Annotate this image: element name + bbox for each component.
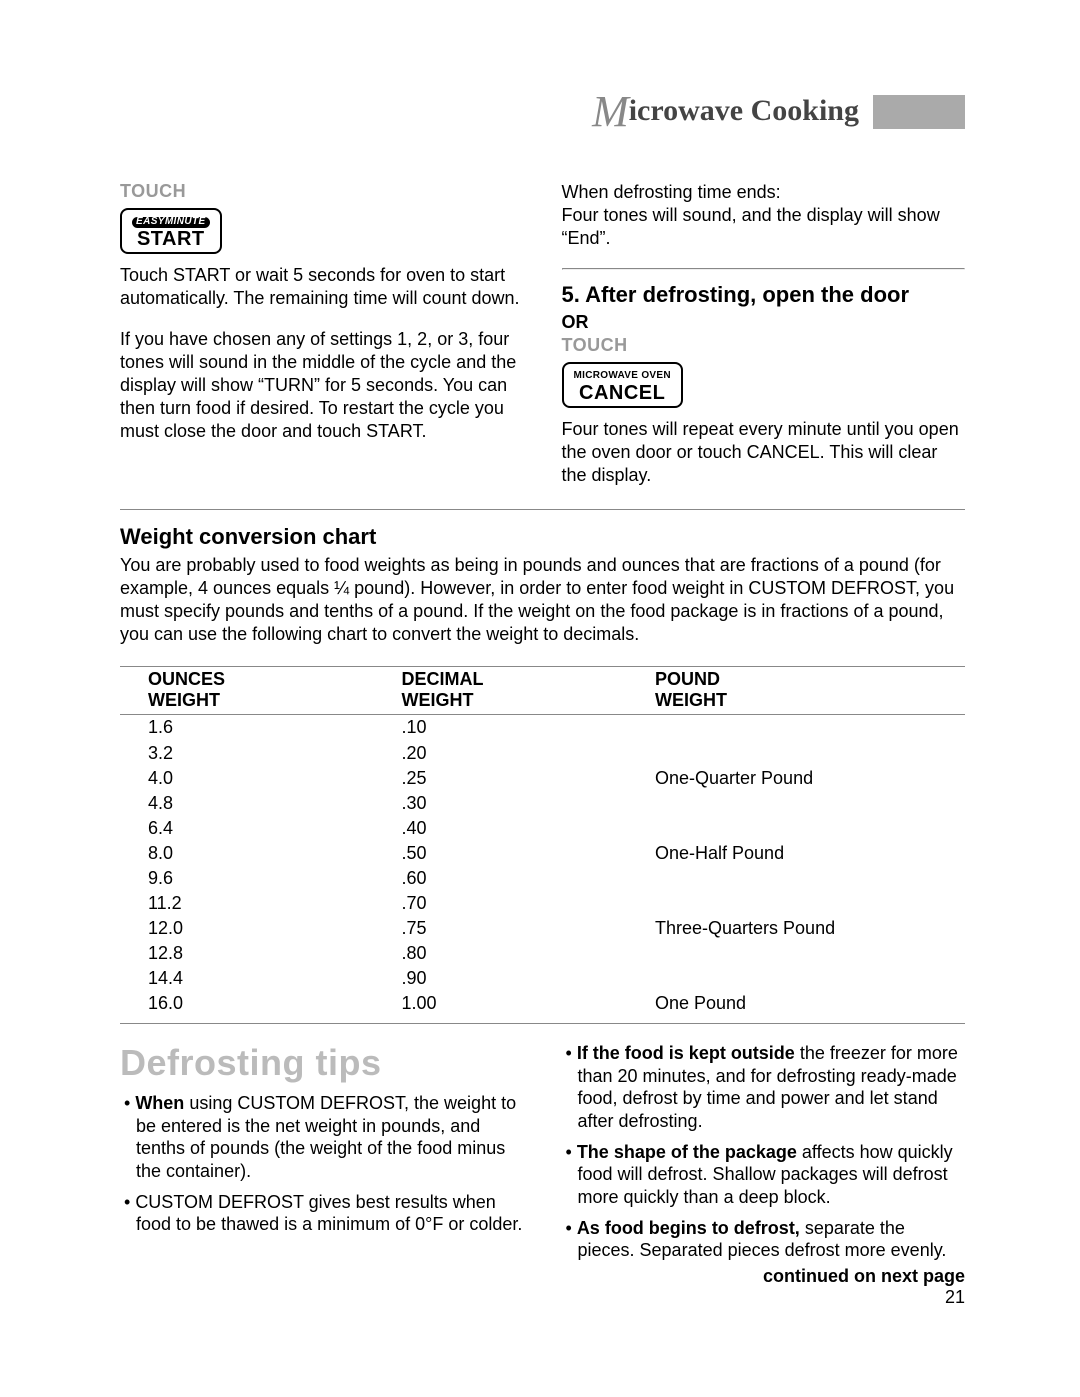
table-cell: 9.6 (120, 866, 374, 891)
table-cell: .10 (374, 715, 628, 741)
table-cell (627, 966, 965, 991)
cancel-button[interactable]: MICROWAVE OVEN CANCEL (562, 362, 683, 408)
table-row: 1.6.10 (120, 715, 965, 741)
defrosting-tips-heading: Defrosting tips (120, 1042, 524, 1084)
table-cell: One-Half Pound (627, 841, 965, 866)
page-header: Microwave Cooking (120, 86, 965, 137)
table-cell: One-Quarter Pound (627, 766, 965, 791)
cancel-button-top: MICROWAVE OVEN (574, 370, 671, 381)
table-cell: 6.4 (120, 816, 374, 841)
table-cell: Three-Quarters Pound (627, 916, 965, 941)
header-title-rest: icrowave Cooking (629, 94, 859, 127)
table-cell: 4.0 (120, 766, 374, 791)
table-row: 9.6.60 (120, 866, 965, 891)
table-cell: .20 (374, 741, 628, 766)
tips-two-column: Defrosting tips When using CUSTOM DEFROS… (120, 1030, 965, 1308)
table-cell: 4.8 (120, 791, 374, 816)
th-pound: POUND WEIGHT (627, 667, 965, 715)
table-cell (627, 741, 965, 766)
table-header-row: OUNCES WEIGHT DECIMAL WEIGHT POUND WEIGH… (120, 667, 965, 715)
start-button[interactable]: EASYMINUTE START (120, 208, 222, 254)
conversion-table: OUNCES WEIGHT DECIMAL WEIGHT POUND WEIGH… (120, 666, 965, 1021)
table-cell: 16.0 (120, 991, 374, 1021)
table-cell: 1.6 (120, 715, 374, 741)
list-item: CUSTOM DEFROST gives best results when f… (120, 1191, 524, 1236)
table-cell (627, 941, 965, 966)
table-cell: 3.2 (120, 741, 374, 766)
table-cell (627, 715, 965, 741)
left-para-1: Touch START or wait 5 seconds for oven t… (120, 264, 524, 310)
table-row: 14.4.90 (120, 966, 965, 991)
left-column: TOUCH EASYMINUTE START Touch START or wa… (120, 181, 524, 487)
table-cell (627, 866, 965, 891)
table-cell (627, 791, 965, 816)
table-cell: 11.2 (120, 891, 374, 916)
table-row: 12.8.80 (120, 941, 965, 966)
page-number: 21 (562, 1287, 966, 1308)
list-item: If the food is kept outside the freezer … (562, 1042, 966, 1133)
table-cell: 8.0 (120, 841, 374, 866)
or-label: OR (562, 312, 966, 333)
table-row: 8.0.50One-Half Pound (120, 841, 965, 866)
table-row: 4.8.30 (120, 791, 965, 816)
tips-left-col: Defrosting tips When using CUSTOM DEFROS… (120, 1030, 524, 1308)
table-cell: .80 (374, 941, 628, 966)
table-row: 3.2.20 (120, 741, 965, 766)
rule-before-conversion (120, 509, 965, 510)
header-title: Microwave Cooking (592, 86, 859, 137)
table-cell: .90 (374, 966, 628, 991)
table-cell: .75 (374, 916, 628, 941)
table-row: 11.2.70 (120, 891, 965, 916)
table-cell: .40 (374, 816, 628, 841)
table-cell: .70 (374, 891, 628, 916)
start-button-main: START (137, 228, 205, 250)
conversion-intro: You are probably used to food weights as… (120, 554, 965, 646)
touch-label-right: TOUCH (562, 335, 966, 356)
step-5-heading: 5. After defrosting, open the door (562, 282, 966, 308)
table-cell: .60 (374, 866, 628, 891)
start-button-top: EASYMINUTE (132, 217, 210, 228)
table-row: 4.0.25One-Quarter Pound (120, 766, 965, 791)
list-item: As food begins to defrost, separate the … (562, 1217, 966, 1262)
table-cell: .50 (374, 841, 628, 866)
table-cell: .25 (374, 766, 628, 791)
table-row: 6.4.40 (120, 816, 965, 841)
header-logo-badge (873, 95, 965, 129)
conversion-heading: Weight conversion chart (120, 524, 965, 550)
table-row: 16.01.00One Pound (120, 991, 965, 1021)
th-ounces: OUNCES WEIGHT (120, 667, 374, 715)
table-cell: 14.4 (120, 966, 374, 991)
table-row: 12.0.75Three-Quarters Pound (120, 916, 965, 941)
continued-label: continued on next page (562, 1266, 966, 1287)
table-cell (627, 816, 965, 841)
list-item: When using CUSTOM DEFROST, the weight to… (120, 1092, 524, 1183)
list-item: The shape of the package affects how qui… (562, 1141, 966, 1209)
table-cell: 12.8 (120, 941, 374, 966)
right-column-rule (562, 268, 966, 270)
th-decimal: DECIMAL WEIGHT (374, 667, 628, 715)
header-title-m: M (592, 86, 629, 137)
tips-list-left: When using CUSTOM DEFROST, the weight to… (120, 1092, 524, 1236)
tips-list-right: If the food is kept outside the freezer … (562, 1042, 966, 1262)
table-bottom-rule (120, 1023, 965, 1024)
left-para-2: If you have chosen any of settings 1, 2,… (120, 328, 524, 443)
page: Microwave Cooking TOUCH EASYMINUTE START… (0, 0, 1080, 1348)
upper-two-column: TOUCH EASYMINUTE START Touch START or wa… (120, 181, 965, 487)
table-cell: One Pound (627, 991, 965, 1021)
right-column: When defrosting time ends: Four tones wi… (562, 181, 966, 487)
tips-right-col: If the food is kept outside the freezer … (562, 1030, 966, 1308)
right-para-top: When defrosting time ends: Four tones wi… (562, 181, 966, 250)
table-cell: .30 (374, 791, 628, 816)
right-para-bottom: Four tones will repeat every minute unti… (562, 418, 966, 487)
table-cell: 12.0 (120, 916, 374, 941)
table-cell (627, 891, 965, 916)
cancel-button-main: CANCEL (579, 382, 665, 404)
touch-label-left: TOUCH (120, 181, 524, 202)
table-cell: 1.00 (374, 991, 628, 1021)
